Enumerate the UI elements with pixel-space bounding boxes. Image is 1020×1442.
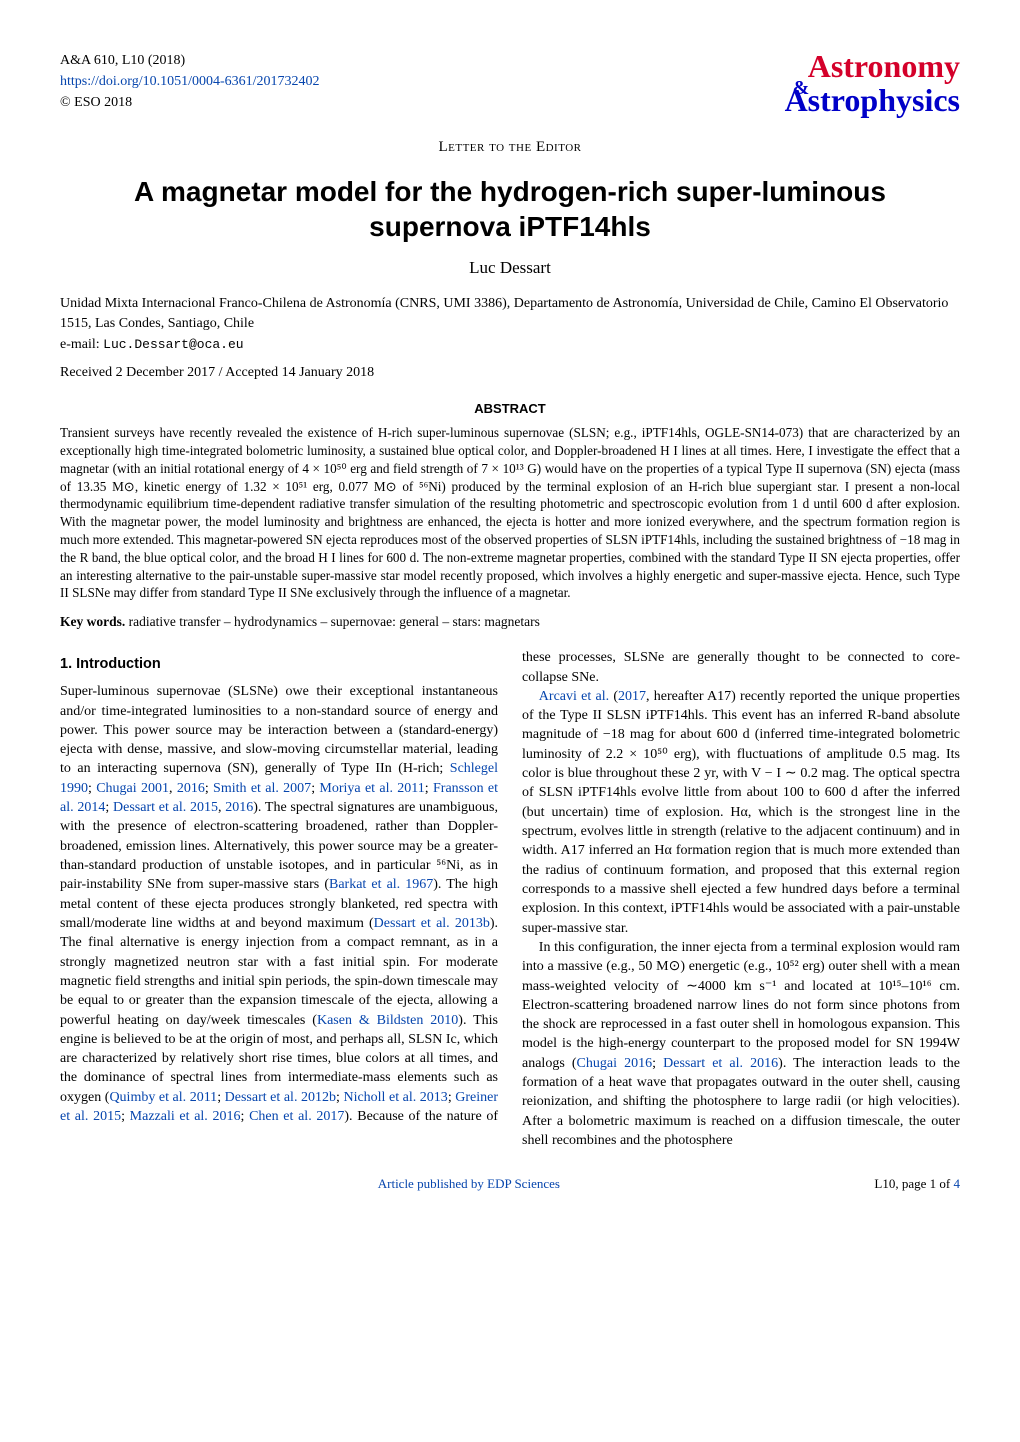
received-accepted-dates: Received 2 December 2017 / Accepted 14 J… (60, 365, 960, 381)
header: A&A 610, L10 (2018) https://doi.org/10.1… (60, 50, 960, 117)
cite-kasen[interactable]: Kasen & Bildsten 2010 (317, 1013, 458, 1028)
col2-text-2a: In this configuration, the inner ejecta … (522, 940, 960, 1071)
title-line-2: supernova iPTF14hls (369, 211, 651, 242)
cite-dessart-2013b[interactable]: Dessart et al. 2013b (374, 916, 490, 931)
letter-to-editor: Letter to the Editor (60, 139, 960, 156)
logo-astronomy: Astronomy (785, 50, 960, 84)
header-left: A&A 610, L10 (2018) https://doi.org/10.1… (60, 50, 320, 113)
page-number-prefix: L10, page 1 of (874, 1176, 953, 1191)
author-name: Luc Dessart (60, 258, 960, 278)
cite-dessart-2015[interactable]: Dessart et al. 2015 (113, 800, 218, 815)
cite-chugai-2016a[interactable]: 2016 (177, 781, 205, 796)
intro-text-1d: ). The final alternative is energy injec… (60, 916, 498, 1028)
col2-text-1a: , hereafter A17) recently reported the u… (522, 689, 960, 936)
cite-nicholl[interactable]: Nicholl et al. 2013 (343, 1090, 447, 1105)
cite-mazzali[interactable]: Mazzali et al. 2016 (130, 1109, 241, 1124)
section-1-heading: 1. Introduction (60, 654, 498, 674)
col2-paragraph-2: In this configuration, the inner ejecta … (522, 938, 960, 1150)
email-label: e-mail: (60, 337, 103, 352)
cite-chen[interactable]: Chen et al. 2017 (249, 1109, 344, 1124)
cite-moriya[interactable]: Moriya et al. 2011 (319, 781, 424, 796)
cite-smith[interactable]: Smith et al. 2007 (213, 781, 311, 796)
publisher-link[interactable]: Article published by EDP Sciences (378, 1176, 560, 1191)
copyright: © ESO 2018 (60, 92, 320, 113)
intro-text-1a: Super-luminous supernovae (SLSNe) owe th… (60, 684, 498, 776)
affiliation: Unidad Mixta Internacional Franco-Chilen… (60, 294, 960, 355)
col2-paragraph-1: Arcavi et al. (2017, hereafter A17) rece… (522, 687, 960, 938)
doi-link[interactable]: https://doi.org/10.1051/0004-6361/201732… (60, 74, 320, 89)
cite-dessart-2012b[interactable]: Dessart et al. 2012b (225, 1090, 336, 1105)
page-footer: Article published by EDP Sciences L10, p… (60, 1176, 960, 1192)
cite-chugai-2016b[interactable]: Chugai 2016 (577, 1056, 653, 1071)
cite-dessart-2016b[interactable]: Dessart et al. 2016 (663, 1056, 778, 1071)
abstract-text: Transient surveys have recently revealed… (60, 424, 960, 602)
cite-chugai-2001[interactable]: Chugai 2001 (96, 781, 169, 796)
footer-left-spacer (60, 1176, 63, 1192)
logo-astrophysics: Astrophysics (785, 84, 960, 118)
author-email[interactable]: Luc.Dessart@oca.eu (103, 337, 243, 352)
body-columns: 1. Introduction Super-luminous supernova… (60, 648, 960, 1150)
journal-reference: A&A 610, L10 (2018) (60, 50, 320, 71)
affiliation-text: Unidad Mixta Internacional Franco-Chilen… (60, 296, 948, 331)
cite-quimby[interactable]: Quimby et al. 2011 (109, 1090, 217, 1105)
title-line-1: A magnetar model for the hydrogen-rich s… (134, 176, 886, 207)
paper-title: A magnetar model for the hydrogen-rich s… (60, 174, 960, 244)
cite-arcavi[interactable]: Arcavi et al. (539, 689, 609, 704)
cite-arcavi-year[interactable]: 2017 (618, 689, 646, 704)
keywords: Key words. radiative transfer – hydrodyn… (60, 614, 960, 630)
col2-lead: these processes, SLSNe are generally tho… (522, 650, 960, 684)
page-number: L10, page 1 of 4 (874, 1176, 960, 1192)
cite-barkat[interactable]: Barkat et al. 1967 (329, 877, 433, 892)
abstract-heading: ABSTRACT (60, 401, 960, 416)
total-pages-link[interactable]: 4 (953, 1176, 960, 1191)
cite-dessart-2016a[interactable]: 2016 (225, 800, 253, 815)
keywords-values: radiative transfer – hydrodynamics – sup… (125, 614, 540, 629)
keywords-label: Key words. (60, 614, 125, 629)
logo-ampersand: & (793, 78, 810, 99)
intro-text-1f: ). Because of the nature of (344, 1109, 498, 1124)
journal-logo: Astronomy & Astrophysics (785, 50, 960, 117)
